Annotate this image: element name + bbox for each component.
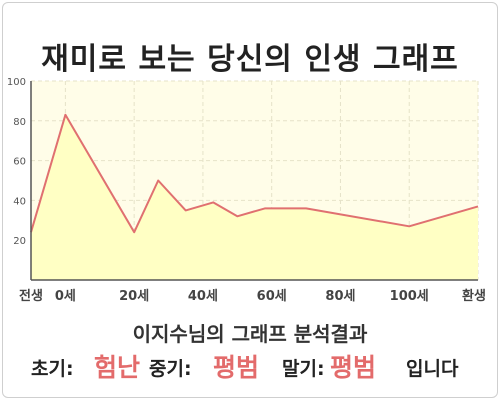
x-tick-label: 20세 [119, 289, 149, 304]
x-tick-label: 100세 [390, 289, 429, 304]
analysis-title: 이지수님의 그래프 분석결과 [132, 322, 368, 346]
x-tick-label: 40세 [188, 289, 218, 304]
life-line [30, 113, 479, 234]
ending-text: 입니다 [406, 358, 459, 380]
x-tick-label: 0세 [55, 289, 76, 304]
late-label: 말기: [282, 358, 325, 380]
x-tick-labels: 전생 0세 20세 40세 60세 80세 100세 환생 [19, 288, 486, 304]
y-tick-label: 40 [13, 196, 26, 207]
x-tick-label: 80세 [325, 289, 355, 304]
early-label: 초기: [31, 358, 74, 380]
x-tick-label: 60세 [257, 289, 287, 304]
analysis-result: 초기: 험난 중기: 평범 말기: 평범 입니다 [0, 348, 500, 382]
middle-label: 중기: [149, 358, 192, 380]
y-tick-label: 60 [13, 157, 26, 168]
y-tick-label: 80 [13, 117, 26, 128]
y-tick-labels: 20 40 60 80 100 [7, 77, 26, 247]
early-value: 험난 [94, 353, 141, 382]
x-tick-label: 전생 [19, 288, 43, 304]
y-tick-label: 100 [7, 77, 26, 88]
page-title: 재미로 보는 당신의 인생 그래프 [41, 42, 459, 77]
middle-value: 평범 [213, 353, 260, 382]
y-tick-label: 20 [13, 236, 26, 247]
x-tick-label: 환생 [462, 288, 486, 304]
late-value: 평범 [330, 353, 377, 382]
life-area-fill [31, 114, 478, 280]
